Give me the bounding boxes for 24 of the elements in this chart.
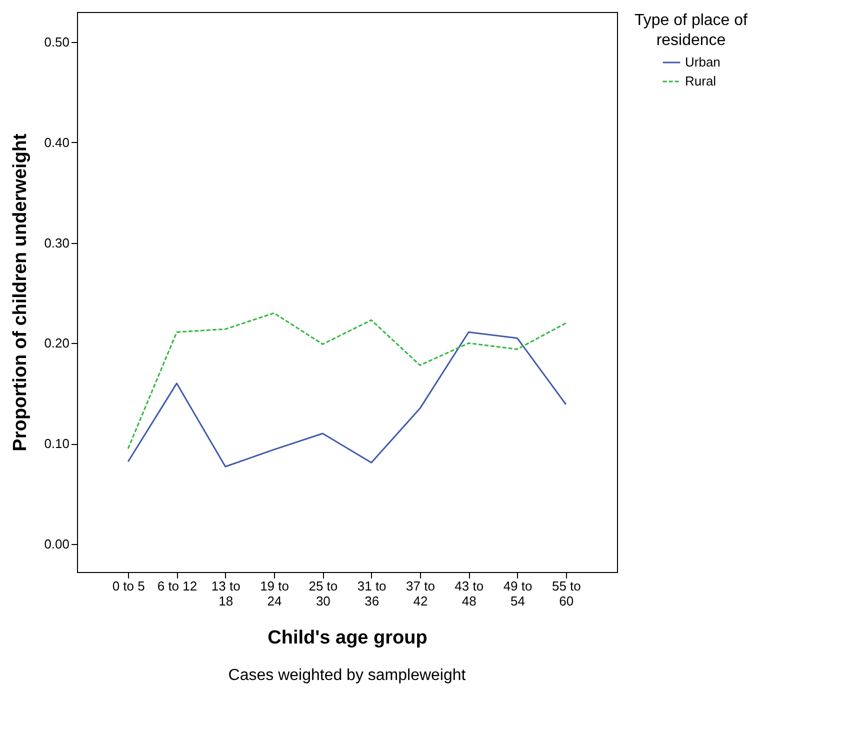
text: Cases weighted by sampleweight bbox=[228, 667, 466, 684]
y-axis-title: Proportion of children underweight bbox=[10, 132, 32, 452]
y-tick-label: 0.00 bbox=[44, 536, 70, 552]
x-tick-label: 55 to 60 bbox=[552, 578, 581, 608]
x-tick-label: 37 to 42 bbox=[406, 578, 435, 608]
legend-title: Type of place of residence bbox=[634, 12, 748, 49]
x-tick-label: 6 to 12 bbox=[157, 578, 198, 594]
x-tick-label: 43 to 48 bbox=[454, 578, 484, 608]
x-tick-label: 0 to 5 bbox=[112, 578, 145, 594]
legend-label: Urban bbox=[685, 54, 720, 70]
y-tick-label: 0.30 bbox=[44, 235, 70, 250]
x-tick-label: 25 to 30 bbox=[308, 578, 338, 608]
legend-label: Rural bbox=[685, 74, 716, 88]
x-tick-label: 49 to 54 bbox=[503, 578, 532, 608]
y-tick-label: 0.40 bbox=[44, 134, 70, 150]
y-tick-label: 0.50 bbox=[44, 34, 70, 50]
y-tick-label: 0.10 bbox=[44, 436, 70, 452]
y-tick-label: 0.20 bbox=[44, 336, 70, 351]
x-axis-title: Child's age group bbox=[268, 628, 428, 648]
line-series bbox=[127, 331, 567, 468]
x-tick-label: 19 to 24 bbox=[260, 578, 289, 608]
line-series bbox=[127, 312, 567, 450]
x-tick-label: 31 to 36 bbox=[357, 578, 386, 608]
x-tick-label: 13 to 18 bbox=[211, 578, 240, 608]
